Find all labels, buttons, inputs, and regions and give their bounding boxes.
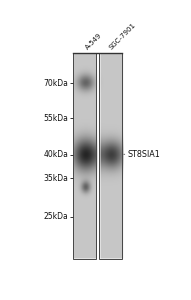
Text: 70kDa: 70kDa xyxy=(43,79,68,88)
Text: 25kDa: 25kDa xyxy=(44,212,68,221)
Bar xyxy=(74,53,96,259)
Text: SGC-7901: SGC-7901 xyxy=(108,22,137,51)
Text: 35kDa: 35kDa xyxy=(43,174,68,183)
Text: ST8SIA1: ST8SIA1 xyxy=(124,150,160,159)
Text: 55kDa: 55kDa xyxy=(43,113,68,122)
Text: A-549: A-549 xyxy=(84,32,103,51)
Bar xyxy=(99,53,122,259)
Text: 40kDa: 40kDa xyxy=(43,150,68,159)
